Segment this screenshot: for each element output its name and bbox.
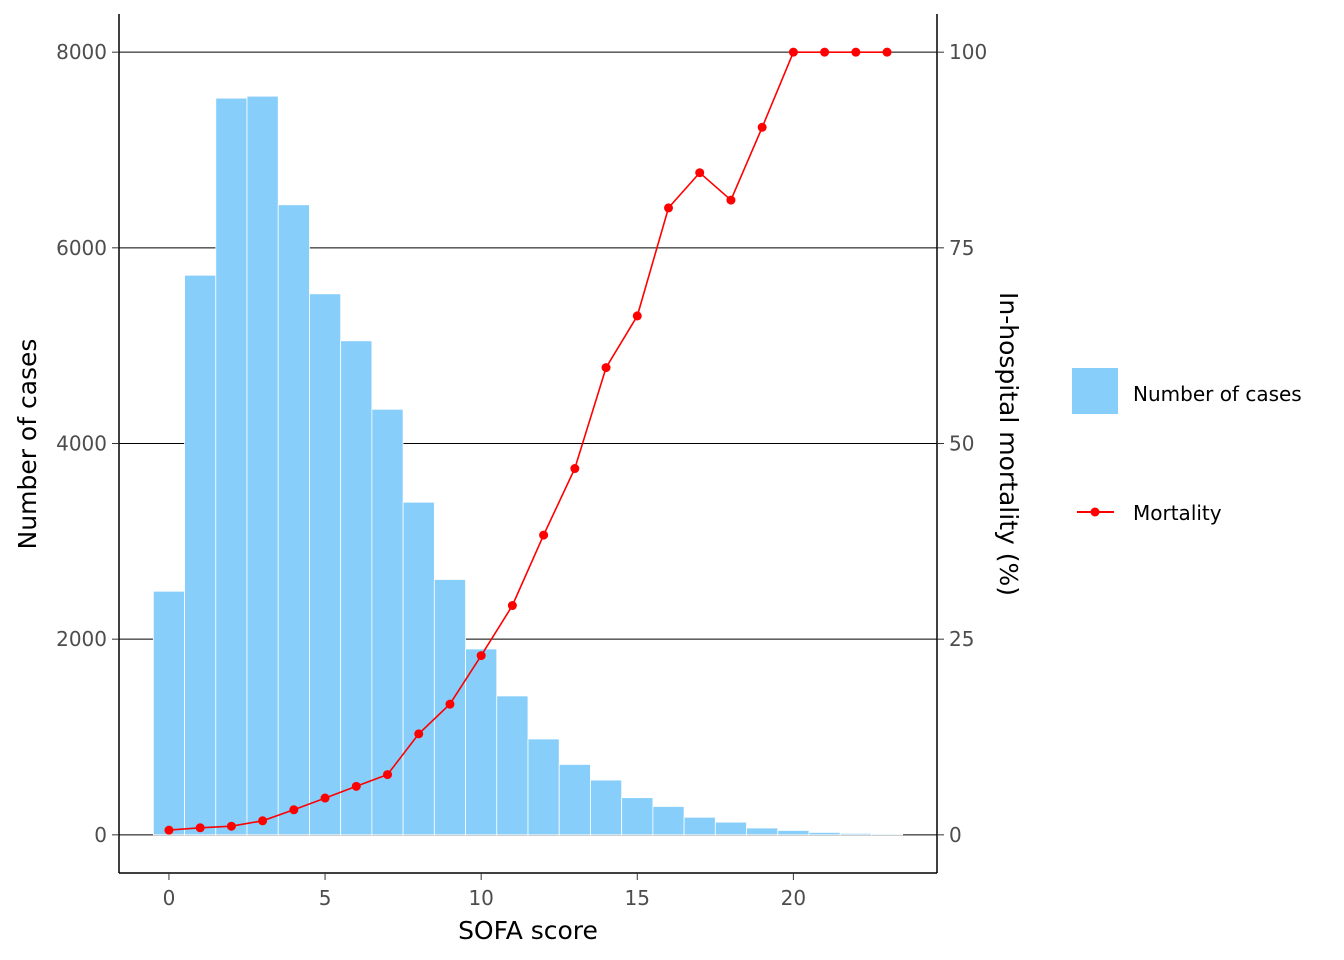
mortality-line [168, 51, 887, 831]
ticks: 0 5 10 15 20 0 2000 4000 6000 8000 0 25 50 75 100 [56, 40, 987, 910]
mortality-point [539, 530, 549, 540]
bar [558, 764, 591, 836]
y2-tick-label: 75 [949, 236, 974, 260]
bar [839, 832, 872, 836]
mortality-point [820, 47, 830, 57]
bar [277, 204, 310, 836]
bar [340, 340, 373, 836]
mortality-point [351, 781, 361, 791]
mortality-point [320, 793, 330, 803]
y-axis-title: Number of cases [13, 339, 42, 550]
bar-series [152, 95, 904, 836]
y-tick-label: 2000 [56, 627, 107, 651]
legend-label-mortality: Mortality [1133, 501, 1222, 525]
y2-axis-title: In-hospital mortality (%) [994, 292, 1023, 596]
y-tick-label: 8000 [56, 40, 107, 64]
legend: Number of cases Mortality [1072, 368, 1302, 525]
bar [215, 97, 248, 836]
bar [808, 831, 841, 836]
bar [714, 821, 747, 836]
bar [496, 695, 529, 836]
y2-tick-label: 0 [949, 823, 962, 847]
y-tick-label: 4000 [56, 432, 107, 456]
mortality-point [601, 363, 611, 373]
mortality-point [570, 464, 580, 474]
mortality-point [757, 122, 767, 132]
mortality-point [289, 805, 299, 815]
x-axis-title: SOFA score [458, 916, 598, 945]
legend-swatch-cases [1072, 368, 1118, 414]
bar [371, 408, 404, 836]
bar [184, 274, 217, 836]
x-tick-label: 20 [781, 886, 806, 910]
y2-tick-label: 50 [949, 432, 974, 456]
mortality-point [726, 195, 736, 205]
mortality-point [788, 47, 798, 57]
mortality-point [195, 823, 205, 833]
x-tick-label: 5 [319, 886, 332, 910]
mortality-point [476, 651, 486, 661]
mortality-point [258, 816, 268, 826]
x-tick-label: 15 [625, 886, 650, 910]
bar [402, 501, 435, 836]
bar [871, 833, 904, 836]
x-tick-label: 0 [163, 886, 176, 910]
legend-label-cases: Number of cases [1133, 382, 1302, 406]
x-tick-label: 10 [468, 886, 493, 910]
bar [309, 293, 342, 836]
y-tick-label: 6000 [56, 236, 107, 260]
bar [777, 830, 810, 836]
mortality-point [851, 47, 861, 57]
mortality-point [632, 311, 642, 321]
mortality-point [663, 203, 673, 213]
bar [246, 95, 279, 836]
legend-point-mortality [1090, 507, 1100, 517]
mortality-point [164, 825, 174, 835]
bar [746, 827, 779, 836]
mortality-point [383, 770, 393, 780]
mortality-point [695, 168, 705, 178]
y2-tick-label: 25 [949, 627, 974, 651]
bar [652, 806, 685, 836]
mortality-point [414, 729, 424, 739]
bar [683, 816, 716, 836]
bar [527, 738, 560, 836]
mortality-point [445, 699, 455, 709]
y2-tick-label: 100 [949, 40, 987, 64]
bar [621, 797, 654, 836]
bar [152, 590, 185, 836]
mortality-point [226, 821, 236, 831]
y-tick-label: 0 [94, 823, 107, 847]
line-series [164, 47, 892, 835]
bar [465, 648, 498, 836]
bar [590, 779, 623, 836]
mortality-point [507, 601, 517, 611]
mortality-point [882, 47, 892, 57]
